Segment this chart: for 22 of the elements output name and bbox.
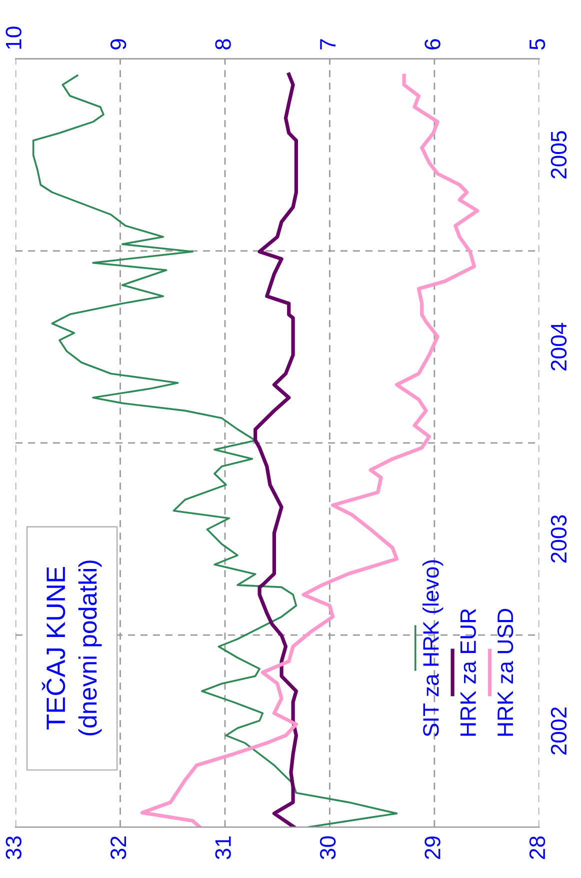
y-tick-label: 2004 (550, 322, 567, 371)
x2-tick-label: 8 (215, 39, 231, 50)
x-tick-label: 30 (320, 836, 336, 860)
line-series (32, 74, 398, 828)
y-tick-label: 2002 (550, 707, 567, 755)
x2-tick-label: 9 (110, 39, 126, 50)
x2-tick-label: 10 (6, 26, 22, 49)
x-tick-label: 32 (110, 836, 126, 860)
x-tick-label: 29 (424, 836, 440, 860)
legend-label: HRK za EUR (460, 608, 476, 736)
x-tick-label: 31 (215, 836, 231, 860)
legend-label: SIT za HRK (levo) (422, 560, 444, 737)
legend-label: HRK za USD (497, 608, 514, 736)
x2-tick-label: 5 (530, 39, 546, 50)
x-tick-label: 33 (6, 836, 22, 860)
y-tick-label: 2005 (550, 131, 567, 178)
x2-tick-label: 7 (320, 39, 336, 50)
x2-tick-label: 6 (424, 39, 440, 50)
text: (dnevni podatki) (78, 560, 102, 736)
text: TEČAJ KUNE (42, 566, 66, 730)
y-tick-label: 2003 (550, 515, 567, 563)
x-tick-label: 28 (529, 836, 546, 860)
